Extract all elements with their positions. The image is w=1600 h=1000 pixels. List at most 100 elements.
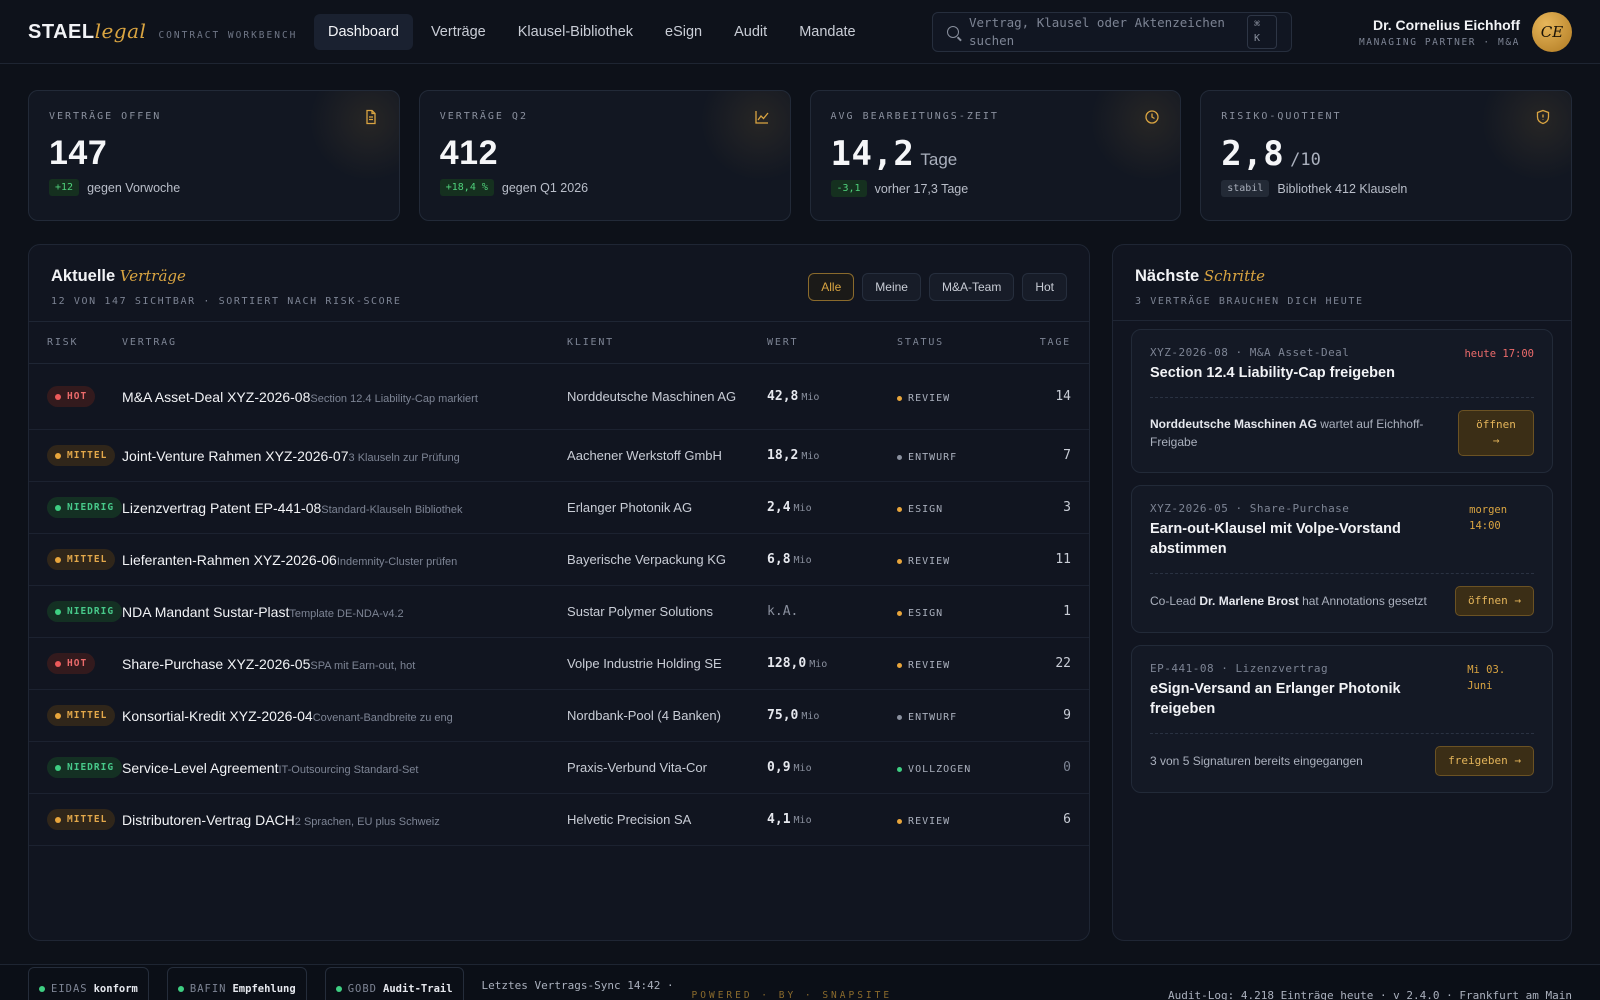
contract-title[interactable]: Share-Purchase XYZ-2026-05: [122, 655, 311, 672]
nav-klausel-bibliothek[interactable]: Klausel-Bibliothek: [517, 23, 634, 40]
contract-cell[interactable]: Lieferanten-Rahmen XYZ-2026-06Indemnity-…: [122, 533, 568, 586]
filter-alle[interactable]: Alle: [808, 273, 855, 301]
brand[interactable]: STAELlegal CONTRACT WORKBENCH: [28, 19, 314, 44]
risk-label: MITTEL: [67, 554, 108, 565]
powered-by[interactable]: POWERED · BY · SNAPSITE: [691, 990, 893, 1000]
table-row[interactable]: NIEDRIG Service-Level AgreementIT-Outsour…: [29, 741, 1089, 794]
kpi-label: VERTRÄGE OFFEN: [49, 111, 162, 122]
days-cell: 11: [1007, 533, 1089, 586]
table-row[interactable]: MITTEL Konsortial-Kredit XYZ-2026-04Coven…: [29, 689, 1089, 742]
days-value: 0: [1063, 760, 1071, 775]
risk-badge: NIEDRIG: [47, 497, 123, 518]
kpi-note: gegen Q1 2026: [501, 180, 589, 195]
col-risk[interactable]: RISK: [29, 321, 123, 364]
step-desc-text: 3 von 5 Signaturen bereits eingegangen: [1150, 754, 1363, 768]
nav-vertraege[interactable]: Verträge: [430, 23, 486, 40]
value-amount: 4,1: [767, 812, 791, 827]
kpi-delta-badge: +12: [49, 179, 80, 196]
contract-title[interactable]: Lieferanten-Rahmen XYZ-2026-06: [122, 551, 337, 568]
contract-title[interactable]: NDA Mandant Sustar-Plast: [122, 603, 290, 620]
step-action-button[interactable]: öffnen →: [1455, 586, 1534, 616]
days-cell: 3: [1007, 481, 1089, 534]
status-badge: REVIEW: [897, 556, 950, 567]
table-row[interactable]: MITTEL Distributoren-Vertrag DACH2 Sprach…: [29, 793, 1089, 846]
value-cell: 18,2 Mio: [767, 429, 898, 482]
kpi-card-q2: VERTRÄGE Q2 412 +18,4 % gegen Q1 2026: [418, 90, 791, 221]
search-input[interactable]: Vertrag, Klausel oder Aktenzeichen suche…: [932, 12, 1292, 52]
table-row[interactable]: MITTEL Joint-Venture Rahmen XYZ-2026-073 …: [29, 429, 1089, 482]
risk-label: NIEDRIG: [67, 502, 115, 513]
search-placeholder: Vertrag, Klausel oder Aktenzeichen suche…: [969, 15, 1225, 48]
kpi-card-avg-time: AVG BEARBEITUNGS-ZEIT 14,2 Tage -3,1 vor…: [809, 90, 1182, 221]
step-desc-highlight: Norddeutsche Maschinen AG: [1150, 417, 1317, 431]
contract-title[interactable]: M&A Asset-Deal XYZ-2026-08: [122, 388, 311, 405]
contract-cell[interactable]: Share-Purchase XYZ-2026-05SPA mit Earn-o…: [122, 637, 568, 690]
contract-cell[interactable]: Distributoren-Vertrag DACH2 Sprachen, EU…: [122, 793, 568, 846]
status-dot: [39, 986, 45, 992]
contract-title[interactable]: Joint-Venture Rahmen XYZ-2026-07: [122, 447, 349, 464]
status-cell: ENTWURF: [897, 429, 1008, 482]
shield-icon: [1536, 109, 1550, 125]
value-unit: Mio: [809, 659, 828, 670]
col-value[interactable]: WERT: [767, 321, 898, 364]
kpi-card-open: VERTRÄGE OFFEN 147 +12 gegen Vorwoche: [28, 90, 400, 221]
days-value: 14: [1055, 389, 1071, 404]
filter-hot[interactable]: Hot: [1022, 273, 1067, 301]
compliance-badge-gobd: GOBD Audit-Trail: [324, 967, 464, 1000]
status-dot: [897, 396, 903, 401]
kpi-row: VERTRÄGE OFFEN 147 +12 gegen Vorwoche VE…: [28, 90, 1572, 221]
col-client[interactable]: KLIENT: [567, 321, 768, 364]
status-footer: EIDAS konform BAFIN Empfehlung GOBD Audi…: [0, 964, 1600, 1000]
contract-title[interactable]: Distributoren-Vertrag DACH: [122, 811, 295, 828]
contract-cell[interactable]: Joint-Venture Rahmen XYZ-2026-073 Klause…: [122, 429, 568, 482]
col-status[interactable]: STATUS: [897, 321, 1008, 364]
status-label: REVIEW: [908, 393, 951, 404]
table-row[interactable]: HOT Share-Purchase XYZ-2026-05SPA mit Ear…: [29, 637, 1089, 690]
contract-cell[interactable]: M&A Asset-Deal XYZ-2026-08Section 12.4 L…: [122, 363, 568, 430]
user-menu[interactable]: Dr. Cornelius Eichhoff MANAGING PARTNER …: [1359, 12, 1572, 52]
divider: [1150, 733, 1534, 734]
risk-badge: HOT: [47, 386, 96, 407]
table-row[interactable]: NIEDRIG NDA Mandant Sustar-PlastTemplate …: [29, 585, 1089, 638]
nav-audit[interactable]: Audit: [734, 23, 768, 40]
step-action-button[interactable]: öffnen →: [1458, 410, 1534, 456]
value-amount: 75,0: [767, 708, 799, 723]
divider: [1150, 397, 1534, 398]
nav-mandate[interactable]: Mandate: [799, 23, 856, 40]
filter-meine[interactable]: Meine: [862, 273, 921, 301]
contract-title[interactable]: Lizenzvertrag Patent EP-441-08: [122, 499, 322, 516]
contract-title[interactable]: Service-Level Agreement: [122, 759, 279, 776]
contract-cell[interactable]: Lizenzvertrag Patent EP-441-08Standard-K…: [122, 481, 568, 534]
kpi-value: 412: [439, 134, 498, 172]
contract-title[interactable]: Konsortial-Kredit XYZ-2026-04: [122, 707, 313, 724]
value-amount: 6,8: [767, 552, 791, 567]
client-cell: Praxis-Verbund Vita-Cor: [567, 741, 768, 794]
col-contract[interactable]: VERTRAG: [122, 321, 568, 364]
risk-label: NIEDRIG: [67, 762, 115, 773]
panel-subtitle: 12 VON 147 SICHTBAR · SORTIERT NACH RISK…: [51, 296, 402, 307]
contract-cell[interactable]: Service-Level AgreementIT-Outsourcing St…: [122, 741, 568, 794]
table-row[interactable]: NIEDRIG Lizenzvertrag Patent EP-441-08Sta…: [29, 481, 1089, 534]
risk-cell: NIEDRIG: [29, 741, 123, 794]
kpi-value: 147: [49, 134, 108, 172]
status-dot: [897, 559, 903, 564]
contract-cell[interactable]: Konsortial-Kredit XYZ-2026-04Covenant-Ba…: [122, 689, 568, 742]
panel-title: Nächste Schritte: [1135, 267, 1266, 285]
table-row[interactable]: HOT M&A Asset-Deal XYZ-2026-08Section 12.…: [29, 363, 1089, 430]
col-days[interactable]: TAGE: [1007, 321, 1089, 364]
kpi-value: 14,2: [830, 134, 915, 174]
value-cell: 4,1 Mio: [767, 793, 898, 846]
status-dot: [897, 455, 903, 460]
filter-ma-team[interactable]: M&A-Team: [928, 273, 1015, 301]
client-cell: Helvetic Precision SA: [567, 793, 768, 846]
value-amount: 42,8: [767, 389, 799, 404]
table-row[interactable]: MITTEL Lieferanten-Rahmen XYZ-2026-06Inde…: [29, 533, 1089, 586]
nav-dashboard[interactable]: Dashboard: [314, 13, 413, 50]
main-nav: Dashboard Verträge Klausel-Bibliothek eS…: [314, 13, 870, 50]
step-deadline: Mi 03. Juni: [1467, 664, 1506, 692]
step-action-button[interactable]: freigeben →: [1435, 746, 1534, 776]
nav-esign[interactable]: eSign: [665, 23, 703, 40]
contract-cell[interactable]: NDA Mandant Sustar-PlastTemplate DE-NDA-…: [122, 585, 568, 638]
step-desc-highlight: Dr. Marlene Brost: [1199, 594, 1299, 608]
avatar[interactable]: CE: [1532, 12, 1572, 52]
